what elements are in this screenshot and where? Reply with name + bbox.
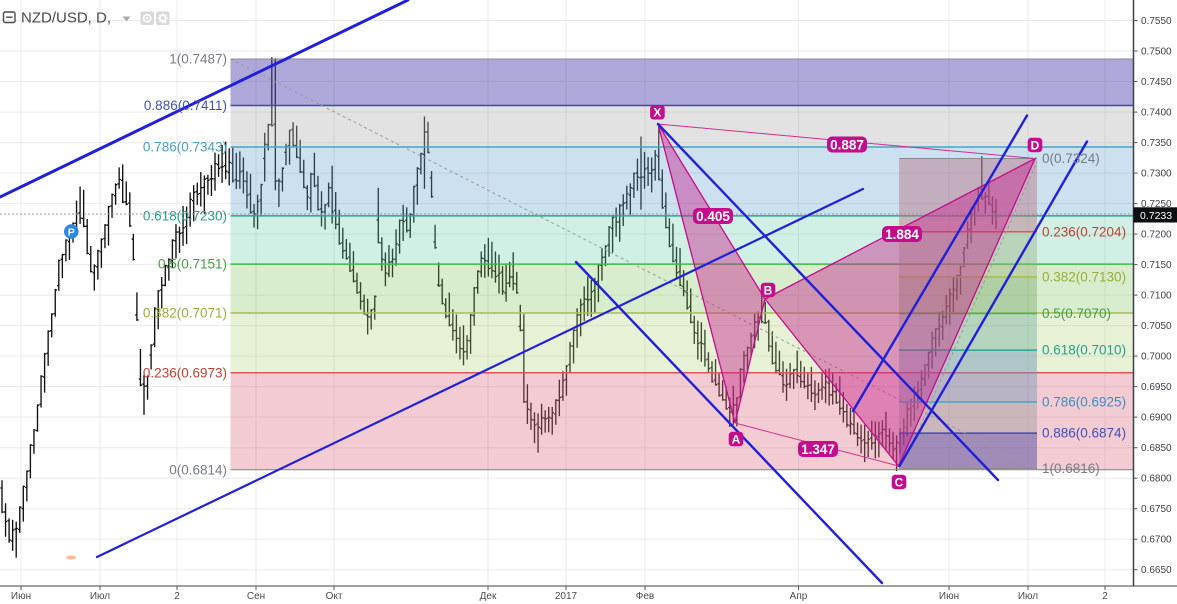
svg-text:0.6750: 0.6750 [1141, 504, 1172, 515]
svg-text:1(0.7487): 1(0.7487) [169, 52, 227, 67]
svg-text:0.7100: 0.7100 [1141, 291, 1172, 302]
svg-text:0.382(0.7071): 0.382(0.7071) [143, 306, 227, 321]
svg-text:0.5(0.7070): 0.5(0.7070) [1042, 306, 1111, 321]
svg-text:Июн: Июн [939, 591, 959, 602]
svg-text:0.382(0.7130): 0.382(0.7130) [1042, 270, 1126, 285]
svg-text:0.886(0.7411): 0.886(0.7411) [144, 98, 227, 113]
svg-text:C: C [895, 475, 904, 489]
svg-text:NZD/USD, D,: NZD/USD, D, [21, 9, 111, 26]
svg-text:0.7233: 0.7233 [1140, 210, 1172, 222]
svg-text:0.618(0.7010): 0.618(0.7010) [1042, 343, 1126, 358]
svg-text:0.7150: 0.7150 [1141, 260, 1172, 271]
svg-text:0.6650: 0.6650 [1141, 565, 1172, 576]
svg-text:0.6850: 0.6850 [1141, 443, 1172, 454]
svg-text:2017: 2017 [555, 591, 578, 602]
svg-text:0.6950: 0.6950 [1141, 382, 1172, 393]
svg-text:2: 2 [174, 591, 180, 602]
svg-text:0.7550: 0.7550 [1141, 16, 1172, 27]
svg-text:1.347: 1.347 [801, 442, 835, 457]
svg-text:0.786(0.6925): 0.786(0.6925) [1042, 395, 1126, 410]
svg-text:Июл: Июл [1018, 591, 1038, 602]
svg-text:0.618(0.7230): 0.618(0.7230) [143, 209, 227, 224]
svg-text:Апр: Апр [790, 591, 808, 602]
svg-text:0.886(0.6874): 0.886(0.6874) [1042, 426, 1126, 441]
svg-text:Дек: Дек [480, 591, 497, 602]
svg-text:0.7300: 0.7300 [1141, 169, 1172, 180]
svg-text:2: 2 [1102, 591, 1108, 602]
svg-text:P: P [68, 227, 75, 239]
svg-text:0.7450: 0.7450 [1141, 77, 1172, 88]
svg-text:0.7500: 0.7500 [1141, 47, 1172, 58]
svg-text:Июл: Июл [90, 591, 110, 602]
svg-text:0.5(0.7151): 0.5(0.7151) [158, 257, 227, 272]
svg-text:0.7000: 0.7000 [1141, 352, 1172, 363]
svg-text:0.6900: 0.6900 [1141, 413, 1172, 424]
svg-text:X: X [653, 106, 661, 120]
svg-text:0.7250: 0.7250 [1141, 199, 1172, 210]
svg-text:A: A [732, 432, 741, 446]
svg-text:Сен: Сен [247, 591, 265, 602]
svg-text:0.6700: 0.6700 [1141, 535, 1172, 546]
svg-text:Июн: Июн [11, 591, 31, 602]
svg-text:0.6800: 0.6800 [1141, 474, 1172, 485]
svg-text:0(0.7324): 0(0.7324) [1042, 151, 1100, 166]
svg-text:0.7200: 0.7200 [1141, 230, 1172, 241]
svg-text:0.236(0.6973): 0.236(0.6973) [143, 365, 227, 380]
svg-text:D: D [1031, 138, 1040, 152]
svg-text:0.7400: 0.7400 [1141, 108, 1172, 119]
svg-text:0(0.6814): 0(0.6814) [169, 462, 227, 477]
svg-text:B: B [764, 283, 773, 297]
svg-text:0.405: 0.405 [696, 209, 730, 224]
svg-text:Фев: Фев [636, 591, 654, 602]
svg-text:0.7350: 0.7350 [1141, 138, 1172, 149]
svg-text:1(0.6816): 1(0.6816) [1042, 461, 1100, 476]
svg-text:0.887: 0.887 [830, 137, 864, 152]
svg-text:0.786(0.7343): 0.786(0.7343) [143, 140, 227, 155]
svg-text:Окт: Окт [326, 591, 343, 602]
svg-text:0.7050: 0.7050 [1141, 321, 1172, 332]
svg-text:1.884: 1.884 [885, 227, 919, 242]
svg-text:0.236(0.7204): 0.236(0.7204) [1042, 224, 1126, 239]
